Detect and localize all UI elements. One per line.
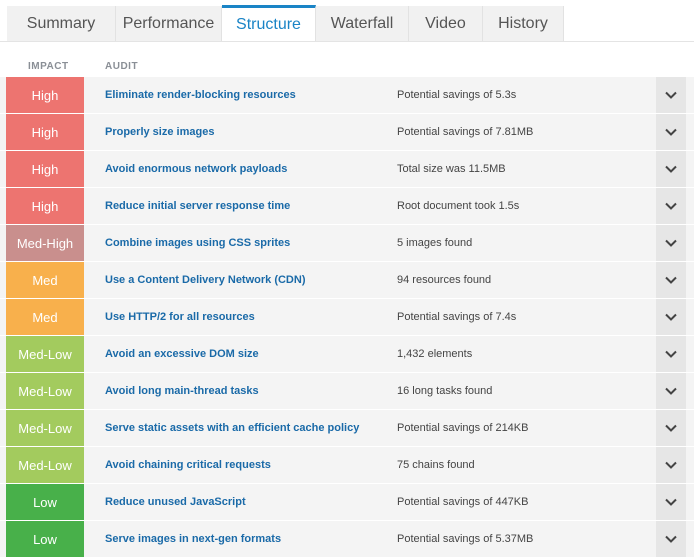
audit-detail: Potential savings of 5.3s bbox=[397, 89, 517, 101]
table-row[interactable]: Low Serve images in next-gen formats Poten… bbox=[0, 521, 694, 557]
audit-title[interactable]: Use a Content Delivery Network (CDN) bbox=[105, 274, 306, 286]
impact-badge: Med bbox=[6, 299, 84, 335]
audit-detail: 1,432 elements bbox=[397, 348, 473, 360]
table-row[interactable]: Med-Low Avoid an excessive DOM size 1,432 … bbox=[0, 336, 694, 372]
expand-button[interactable] bbox=[656, 484, 686, 520]
impact-badge: Low bbox=[6, 521, 84, 557]
audit-column-header: AUDIT bbox=[105, 61, 139, 72]
expand-button[interactable] bbox=[656, 188, 686, 224]
impact-badge: Med-Low bbox=[6, 447, 84, 483]
impact-badge: Low bbox=[6, 484, 84, 520]
audit-title[interactable]: Avoid an excessive DOM size bbox=[105, 348, 259, 360]
chevron-down-icon bbox=[665, 419, 677, 437]
audit-title[interactable]: Serve static assets with an efficient ca… bbox=[105, 422, 360, 434]
audit-detail: Potential savings of 447KB bbox=[397, 496, 529, 508]
impact-badge: High bbox=[6, 188, 84, 224]
impact-badge: Med-Low bbox=[6, 410, 84, 446]
expand-button[interactable] bbox=[656, 447, 686, 483]
expand-button[interactable] bbox=[656, 299, 686, 335]
impact-column-header: IMPACT bbox=[28, 61, 69, 72]
table-row[interactable]: Med-Low Avoid chaining critical requests 7… bbox=[0, 447, 694, 483]
impact-badge: Med-High bbox=[6, 225, 84, 261]
table-row[interactable]: High Reduce initial server response time R… bbox=[0, 188, 694, 224]
tab-waterfall[interactable]: Waterfall bbox=[316, 6, 409, 41]
table-row[interactable]: Med Use a Content Delivery Network (CDN) 9… bbox=[0, 262, 694, 298]
impact-badge: Med-Low bbox=[6, 373, 84, 409]
chevron-down-icon bbox=[665, 456, 677, 474]
audit-detail: Root document took 1.5s bbox=[397, 200, 520, 212]
audit-detail: 16 long tasks found bbox=[397, 385, 493, 397]
table-row[interactable]: High Properly size images Potential saving… bbox=[0, 114, 694, 150]
audit-detail: Potential savings of 5.37MB bbox=[397, 533, 534, 545]
table-row[interactable]: Med-Low Serve static assets with an effic… bbox=[0, 410, 694, 446]
audit-title[interactable]: Reduce initial server response time bbox=[105, 200, 291, 212]
table-row[interactable]: Low Reduce unused JavaScript Potential sav… bbox=[0, 484, 694, 520]
audit-detail: 5 images found bbox=[397, 237, 473, 249]
audit-title[interactable]: Avoid chaining critical requests bbox=[105, 459, 271, 471]
chevron-down-icon bbox=[665, 530, 677, 548]
expand-button[interactable] bbox=[656, 262, 686, 298]
expand-button[interactable] bbox=[656, 114, 686, 150]
table-row[interactable]: Med-High Combine images using CSS sprites… bbox=[0, 225, 694, 261]
chevron-down-icon bbox=[665, 160, 677, 178]
audit-title[interactable]: Properly size images bbox=[105, 126, 215, 138]
impact-badge: High bbox=[6, 114, 84, 150]
table-row[interactable]: Med-Low Avoid long main-thread tasks 16 lo… bbox=[0, 373, 694, 409]
table-header: IMPACT AUDIT bbox=[0, 42, 694, 80]
audit-title[interactable]: Use HTTP/2 for all resources bbox=[105, 311, 255, 323]
chevron-down-icon bbox=[665, 271, 677, 289]
chevron-down-icon bbox=[665, 234, 677, 252]
audit-title[interactable]: Avoid enormous network payloads bbox=[105, 163, 288, 175]
audit-detail: 94 resources found bbox=[397, 274, 492, 286]
table-row[interactable]: Med Use HTTP/2 for all resources Potential… bbox=[0, 299, 694, 335]
table-row[interactable]: High Eliminate render-blocking resources P… bbox=[0, 77, 694, 113]
tab-bar: Summary Performance Structure Waterfall … bbox=[0, 0, 694, 42]
tab-summary[interactable]: Summary bbox=[7, 6, 116, 41]
expand-button[interactable] bbox=[656, 151, 686, 187]
impact-badge: High bbox=[6, 77, 84, 113]
impact-badge: Med-Low bbox=[6, 336, 84, 372]
audit-detail: Potential savings of 7.81MB bbox=[397, 126, 534, 138]
chevron-down-icon bbox=[665, 123, 677, 141]
audit-detail: Potential savings of 214KB bbox=[397, 422, 529, 434]
audit-title[interactable]: Combine images using CSS sprites bbox=[105, 237, 291, 249]
expand-button[interactable] bbox=[656, 336, 686, 372]
chevron-down-icon bbox=[665, 308, 677, 326]
chevron-down-icon bbox=[665, 382, 677, 400]
chevron-down-icon bbox=[665, 493, 677, 511]
audit-list: High Eliminate render-blocking resources P… bbox=[0, 77, 694, 558]
expand-button[interactable] bbox=[656, 225, 686, 261]
expand-button[interactable] bbox=[656, 521, 686, 557]
impact-badge: Med bbox=[6, 262, 84, 298]
tab-video[interactable]: Video bbox=[409, 6, 483, 41]
impact-badge: High bbox=[6, 151, 84, 187]
tab-history[interactable]: History bbox=[483, 6, 564, 41]
audit-detail: Potential savings of 7.4s bbox=[397, 311, 517, 323]
chevron-down-icon bbox=[665, 345, 677, 363]
tab-structure[interactable]: Structure bbox=[222, 5, 316, 41]
chevron-down-icon bbox=[665, 197, 677, 215]
chevron-down-icon bbox=[665, 86, 677, 104]
tab-performance[interactable]: Performance bbox=[116, 6, 222, 41]
audit-title[interactable]: Avoid long main-thread tasks bbox=[105, 385, 259, 397]
audit-detail: 75 chains found bbox=[397, 459, 475, 471]
expand-button[interactable] bbox=[656, 373, 686, 409]
expand-button[interactable] bbox=[656, 410, 686, 446]
audit-title[interactable]: Reduce unused JavaScript bbox=[105, 496, 246, 508]
table-row[interactable]: High Avoid enormous network payloads Total… bbox=[0, 151, 694, 187]
audit-title[interactable]: Serve images in next-gen formats bbox=[105, 533, 282, 545]
audit-title[interactable]: Eliminate render-blocking resources bbox=[105, 89, 296, 101]
expand-button[interactable] bbox=[656, 77, 686, 113]
audit-detail: Total size was 11.5MB bbox=[397, 163, 506, 175]
